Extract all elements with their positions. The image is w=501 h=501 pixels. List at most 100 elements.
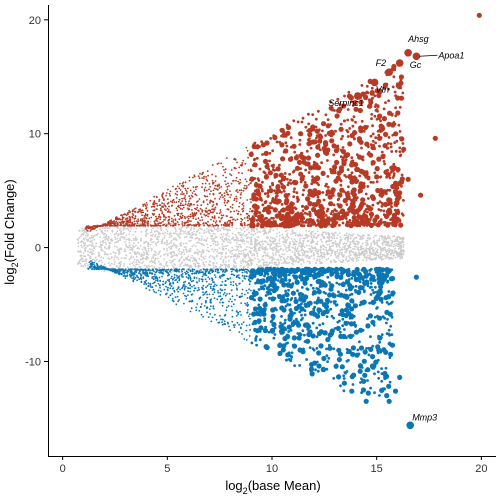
ns-point <box>88 244 91 246</box>
ns-point <box>125 257 127 260</box>
up-point <box>223 198 226 200</box>
up-point <box>226 215 229 218</box>
up-point <box>195 225 197 227</box>
ns-point <box>257 265 260 267</box>
up-point <box>274 220 277 224</box>
up-point <box>191 215 194 218</box>
ns-point <box>226 229 229 232</box>
ns-point <box>228 239 231 242</box>
ns-point <box>212 238 215 240</box>
ns-point <box>383 246 386 249</box>
ns-point <box>257 247 260 250</box>
ns-point <box>369 245 372 248</box>
up-point <box>194 186 197 189</box>
up-point <box>318 203 324 209</box>
up-point <box>229 196 232 199</box>
ns-point <box>275 243 278 246</box>
up-point <box>392 189 396 193</box>
ns-point <box>380 258 383 261</box>
up-point <box>401 146 407 152</box>
up-point <box>141 220 144 223</box>
up-point <box>155 196 158 198</box>
ns-point <box>349 243 352 245</box>
ns-point <box>182 242 185 245</box>
up-point <box>167 209 170 211</box>
ns-point <box>183 236 186 239</box>
ns-point <box>185 233 188 235</box>
ns-point <box>324 231 326 234</box>
ns-point <box>394 247 397 250</box>
up-point <box>286 204 292 210</box>
ns-point <box>388 251 390 254</box>
up-point <box>351 202 355 205</box>
ns-point <box>285 240 287 243</box>
up-point <box>239 197 242 199</box>
up-point <box>260 187 264 191</box>
ns-point <box>198 232 201 234</box>
ns-point <box>146 256 148 259</box>
up-point <box>325 189 331 195</box>
up-point <box>276 224 280 228</box>
ns-point <box>84 255 87 258</box>
up-point <box>314 213 318 217</box>
up-point <box>320 121 327 127</box>
ns-point <box>125 243 127 246</box>
up-point <box>331 168 337 174</box>
ns-point <box>308 230 310 233</box>
up-point <box>269 137 273 140</box>
ns-point <box>307 240 309 242</box>
ns-point <box>305 250 308 253</box>
up-point <box>165 194 168 197</box>
up-point <box>290 224 294 228</box>
ns-point <box>172 244 175 246</box>
up-point <box>344 158 348 162</box>
up-point <box>315 136 318 140</box>
up-point <box>189 197 191 200</box>
ns-point <box>396 237 399 239</box>
up-point <box>113 220 115 222</box>
up-point <box>188 220 191 222</box>
up-point <box>392 75 396 79</box>
up-point <box>198 210 200 212</box>
ns-point <box>233 239 236 242</box>
up-point <box>304 168 307 172</box>
ns-point <box>370 244 373 247</box>
ns-point <box>163 248 166 251</box>
ns-point <box>320 252 323 254</box>
up-point <box>159 209 162 212</box>
ns-point <box>152 241 155 243</box>
ns-point <box>211 248 214 251</box>
up-point <box>171 204 174 207</box>
up-point <box>131 216 134 219</box>
up-point <box>187 187 189 190</box>
up-point <box>270 164 274 168</box>
ns-point <box>189 264 192 267</box>
ns-point <box>331 245 333 248</box>
up-point <box>247 169 250 172</box>
ns-point <box>250 241 253 243</box>
up-point <box>237 191 239 194</box>
up-point <box>365 126 368 130</box>
ns-point <box>82 237 85 240</box>
ns-point <box>80 244 82 247</box>
ns-point <box>119 239 122 242</box>
ns-point <box>86 245 89 247</box>
ns-point <box>81 233 84 236</box>
up-point <box>301 116 305 120</box>
down-point <box>257 303 261 307</box>
up-point <box>298 154 301 157</box>
ns-point <box>314 246 316 249</box>
ns-point <box>200 253 203 256</box>
up-point <box>187 217 190 220</box>
ns-point <box>340 238 343 241</box>
ns-point <box>313 257 316 260</box>
up-point <box>386 197 392 203</box>
ns-point <box>394 238 397 241</box>
ns-point <box>114 241 116 244</box>
up-point <box>326 159 329 162</box>
ns-point <box>353 240 356 243</box>
ns-point <box>329 239 331 242</box>
ns-point <box>192 244 195 246</box>
up-point <box>137 218 140 221</box>
up-point <box>306 141 312 147</box>
